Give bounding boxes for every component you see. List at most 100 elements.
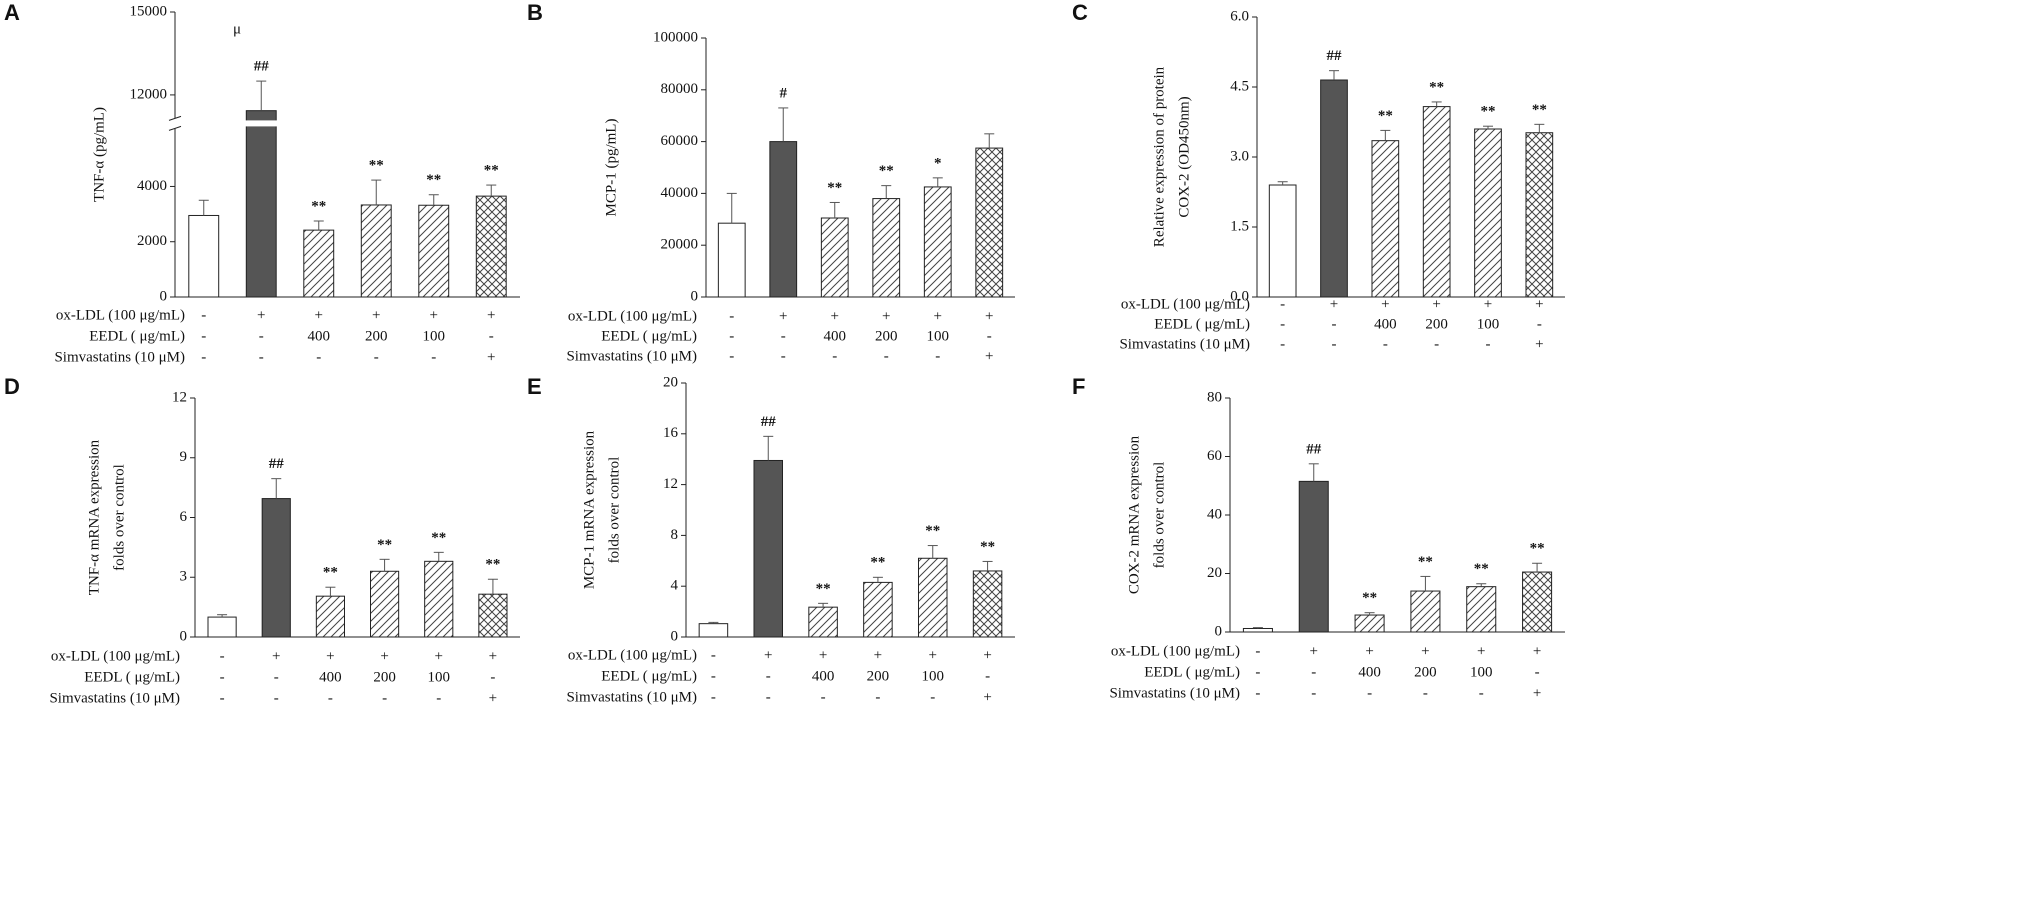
significance: **: [925, 523, 940, 539]
condition-value: -: [1479, 685, 1484, 701]
panel-label: E: [527, 374, 542, 399]
bar: [1242, 627, 1273, 633]
condition-value: -: [201, 349, 206, 365]
y-tick-label: 2000: [137, 233, 167, 249]
significance: **: [827, 180, 842, 196]
panel-label: C: [1072, 0, 1088, 25]
condition-value: -: [490, 669, 495, 685]
condition-value: -: [1311, 664, 1316, 680]
bar: [303, 229, 335, 298]
y-tick-label: 40: [1207, 506, 1222, 522]
condition-value: +: [435, 648, 443, 664]
significance: ##: [1306, 441, 1322, 457]
bar: [418, 204, 450, 298]
condition-value: -: [729, 348, 734, 364]
y-tick-label: 0: [160, 288, 168, 304]
condition-value: -: [436, 690, 441, 706]
condition-label: ox-LDL (100 μg/mL): [51, 648, 180, 664]
condition-value: +: [874, 647, 882, 663]
bar: [315, 595, 346, 638]
condition-value: +: [1533, 685, 1541, 701]
significance: **: [1418, 554, 1433, 570]
significance: **: [311, 198, 326, 214]
y-tick-label: 3.0: [1230, 148, 1249, 164]
y-axis-label: MCP-1 (pg/mL): [603, 119, 619, 217]
y-tick-label: 0: [180, 628, 188, 644]
condition-label: EEDL ( μg/mL): [1144, 664, 1240, 680]
significance: **: [484, 163, 499, 179]
y-tick-label: 4000: [137, 178, 167, 194]
significance: **: [377, 537, 392, 553]
condition-value: +: [487, 307, 495, 323]
y-tick-label: 16: [663, 425, 679, 441]
y-tick-label: 12000: [130, 86, 168, 102]
significance: **: [1530, 541, 1545, 557]
bar: [917, 557, 948, 638]
bar: [769, 141, 798, 298]
condition-value: -: [489, 328, 494, 344]
significance: **: [1378, 108, 1393, 124]
condition-value: 400: [308, 328, 331, 344]
panel-label: B: [527, 0, 543, 25]
significance: **: [485, 557, 500, 573]
bar: [207, 616, 237, 638]
y-tick-label: 0: [1215, 623, 1223, 639]
bar: [820, 217, 849, 298]
condition-value: 200: [1414, 664, 1437, 680]
significance: ##: [761, 414, 777, 430]
condition-value: -: [884, 348, 889, 364]
condition-label: Simvastatins (10 μM): [1109, 685, 1240, 701]
condition-value: 200: [867, 668, 890, 684]
condition-value: -: [201, 307, 206, 323]
y-tick-label: 0: [691, 288, 699, 304]
y-tick-label: 1.5: [1230, 218, 1249, 234]
significance: #: [780, 85, 788, 101]
bar: [1371, 140, 1400, 298]
bar: [188, 214, 220, 298]
condition-value: +: [1421, 643, 1429, 659]
bar: [753, 459, 784, 638]
condition-value: +: [934, 308, 942, 324]
condition-value: -: [201, 328, 206, 344]
condition-value: -: [1486, 336, 1491, 352]
significance: **: [323, 565, 338, 581]
bar: [863, 581, 893, 638]
y-tick-label: 20000: [661, 237, 699, 253]
condition-value: -: [259, 349, 264, 365]
y-axis-label: COX-2 mRNA expression: [1126, 435, 1142, 594]
significance: **: [1532, 102, 1547, 118]
y-tick-label: 60: [1207, 448, 1222, 464]
condition-value: -: [1280, 296, 1285, 312]
condition-label: Simvastatins (10 μM): [1119, 336, 1250, 352]
condition-value: -: [1367, 685, 1372, 701]
condition-value: +: [985, 308, 993, 324]
bar: [698, 623, 729, 638]
condition-value: -: [985, 668, 990, 684]
y-tick-label: 0.0: [1230, 288, 1249, 304]
condition-value: -: [374, 349, 379, 365]
condition-value: +: [489, 648, 497, 664]
bar: [1410, 590, 1441, 633]
y-axis-label: TNF-α mRNA expression: [86, 439, 102, 595]
significance: **: [431, 530, 446, 546]
y-tick-label: 0: [671, 628, 679, 644]
bar: [370, 570, 400, 638]
condition-value: -: [781, 348, 786, 364]
condition-value: 100: [927, 328, 950, 344]
y-tick-label: 80: [1207, 389, 1222, 405]
condition-label: ox-LDL (100 μg/mL): [1121, 296, 1250, 312]
condition-value: -: [987, 328, 992, 344]
condition-value: -: [220, 690, 225, 706]
condition-value: -: [1255, 643, 1260, 659]
condition-value: -: [1280, 336, 1285, 352]
y-axis-label: TNF-α (pg/mL): [91, 107, 107, 202]
condition-value: +: [272, 648, 280, 664]
y-tick-label: 4.5: [1230, 78, 1249, 94]
panel-label: F: [1072, 374, 1085, 399]
condition-value: -: [875, 689, 880, 705]
condition-value: +: [764, 647, 772, 663]
panel-label: A: [4, 0, 20, 25]
condition-value: 200: [1425, 316, 1448, 332]
condition-value: +: [1484, 296, 1492, 312]
condition-value: 400: [1374, 316, 1397, 332]
